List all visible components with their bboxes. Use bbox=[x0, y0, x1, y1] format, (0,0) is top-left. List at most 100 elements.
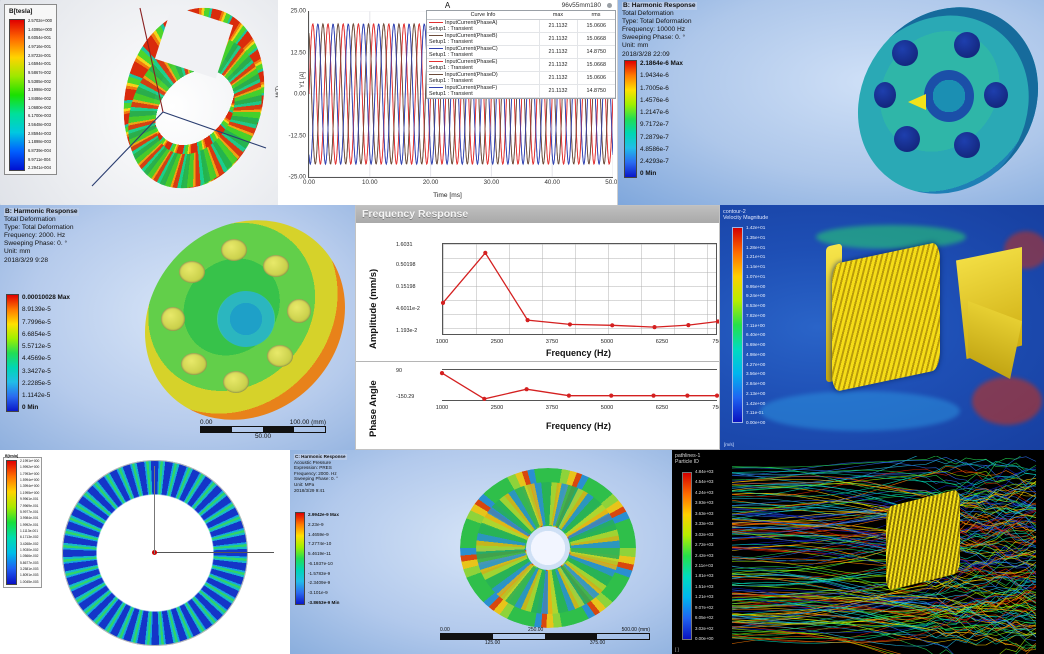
legend-title: B[tesla] bbox=[9, 8, 52, 15]
result-header: B: Harmonic Response Total Deformation T… bbox=[622, 2, 697, 59]
velocity-units: [m/s] bbox=[724, 442, 734, 447]
colorbar-value: 3.5648e-003 bbox=[28, 123, 52, 128]
data-point bbox=[483, 251, 487, 255]
colorbar-value: 9.24e+00 bbox=[746, 293, 765, 298]
deformation-legend: 0.00010028 Max 8.9139e-5 7.7996e-5 6.6854e-… bbox=[6, 294, 70, 412]
pathlines-variable: Particle ID bbox=[675, 459, 700, 465]
colorbar-value: 8.6054e-001 bbox=[28, 36, 52, 41]
colorbar-value: 1.3994e+000 bbox=[20, 485, 39, 489]
table-row: InputCurrent(PhaseD) Setup1 : Transient 21… bbox=[427, 72, 615, 85]
x-tick: 750 bbox=[712, 405, 720, 411]
rotor-deformation-3d-model bbox=[858, 8, 1038, 193]
amplitude-chart: Amplitude (mm/s) 10002500375050006250750… bbox=[356, 223, 719, 359]
colorbar-value: 5.8677e-003 bbox=[20, 562, 39, 566]
amplitude-y-label: Amplitude (mm/s) bbox=[368, 269, 379, 349]
curve-max-cell: 21.1132 bbox=[539, 72, 577, 85]
colorbar-value: 1.42e+00 bbox=[746, 401, 765, 406]
colorbar-value: 9.5867e-002 bbox=[28, 71, 52, 76]
curve-color-swatch bbox=[429, 48, 443, 49]
y-tick: 1.193e-2 bbox=[396, 328, 417, 334]
particle-id-colorbar bbox=[682, 472, 692, 640]
particle-id-colorbar-labels: 4.84e+03 4.54e+03 4.24e+03 3.93e+03 3.63e+03… bbox=[695, 470, 713, 642]
colorbar-value: 1.4095e+000 bbox=[28, 28, 52, 33]
colorbar-value: 2.2941e-004 bbox=[28, 166, 52, 171]
curve-color-swatch bbox=[429, 22, 443, 23]
colorbar-value: 1.21e+03 bbox=[695, 595, 713, 600]
flow-hotspot bbox=[972, 377, 1042, 425]
colorbar-value: 0.00e+00 bbox=[695, 637, 713, 642]
colorbar-value: 3.02e+02 bbox=[695, 627, 713, 632]
phase-y-label: Phase Angle bbox=[368, 380, 379, 437]
colorbar-value: 1.0680e-002 bbox=[28, 106, 52, 111]
x-tick: 2500 bbox=[491, 339, 503, 345]
colorbar-value: 2.1991e+000 bbox=[20, 460, 39, 464]
data-point bbox=[482, 397, 486, 401]
colorbar-value: 4.84e+03 bbox=[695, 470, 713, 475]
curve-name-cell: InputCurrent(PhaseA) Setup1 : Transient bbox=[427, 20, 539, 33]
colorbar-value: 2.23e-9 bbox=[308, 522, 339, 527]
curve-rms-cell: 15.0668 bbox=[577, 33, 615, 46]
curve-name-cell: InputCurrent(PhaseB) Setup1 : Transient bbox=[427, 33, 539, 46]
header-curve-info: Curve Info bbox=[427, 11, 539, 20]
table-row: InputCurrent(PhaseE) Setup1 : Transient 21… bbox=[427, 59, 615, 72]
colorbar-value: 7.82e+00 bbox=[746, 313, 765, 318]
colorbar-value: 9.95e+00 bbox=[746, 284, 765, 289]
rotor-hole bbox=[179, 261, 205, 283]
curve-setup: Setup1 : Transient bbox=[429, 26, 537, 32]
data-point bbox=[440, 371, 444, 375]
data-point bbox=[609, 394, 613, 398]
colorbar-value: 1.28e+01 bbox=[746, 245, 765, 250]
result-line-4: Unit: mm bbox=[4, 248, 79, 256]
data-point bbox=[526, 318, 530, 322]
maximize-icon[interactable] bbox=[607, 3, 612, 8]
colorbar-value: 3.33e+03 bbox=[695, 522, 713, 527]
colorbar-value: 7.9969e-001 bbox=[20, 505, 39, 509]
colorbar-value: 4.24e+03 bbox=[695, 491, 713, 496]
velocity-colorbar-labels: 1.42e+01 1.35e+01 1.28e+01 1.21e+01 1.14e+01… bbox=[746, 225, 765, 425]
colorbar-value: 4.8586e-7 bbox=[640, 146, 683, 154]
curve-name-cell: InputCurrent(PhaseF) Setup1 : Transient bbox=[427, 85, 539, 98]
curve-name-cell: InputCurrent(PhaseD) Setup1 : Transient bbox=[427, 72, 539, 85]
result-line-0: Total Deformation bbox=[622, 10, 697, 18]
colorbar-value: 2.1864e-6 Max bbox=[640, 60, 683, 68]
colorbar-value: -3.8653e-9 Min bbox=[308, 600, 339, 605]
acoustic-pressure-panel: C: Harmonic Response Acoustic Pressure E… bbox=[290, 450, 672, 654]
x-tick: 6250 bbox=[656, 339, 668, 345]
colorbar-value: 1.42e+01 bbox=[746, 225, 765, 230]
rotor-hub bbox=[924, 70, 974, 122]
scale-right-label: 500.00 (mm) bbox=[622, 627, 650, 633]
curve-name-cell: InputCurrent(PhaseE) Setup1 : Transient bbox=[427, 59, 539, 72]
colorbar bbox=[9, 19, 25, 171]
x-tick: 30.00 bbox=[484, 179, 499, 186]
colorbar-value: 5.4619e-11 bbox=[308, 551, 339, 556]
colorbar-value: -3.101e-9 bbox=[308, 590, 339, 595]
phase-plot-area bbox=[442, 369, 717, 401]
scale-right-label: 100.00 (mm) bbox=[290, 419, 326, 426]
curve-max-cell: 21.1132 bbox=[539, 20, 577, 33]
data-line bbox=[443, 253, 718, 327]
x-tick: 3750 bbox=[546, 405, 558, 411]
x-axis-label: Time [ms] bbox=[278, 192, 617, 199]
scale-bar-endpoints: 0.00 100.00 (mm) bbox=[200, 419, 326, 426]
curve-color-swatch bbox=[429, 61, 443, 62]
rotor-hole bbox=[894, 126, 920, 152]
rotor-deformation-3d-model bbox=[145, 221, 345, 419]
x-tick: 40.00 bbox=[544, 179, 559, 186]
legend-title: B[tesla] bbox=[5, 454, 18, 458]
curve-setup: Setup1 : Transient bbox=[429, 52, 537, 58]
colorbar-value: -6.1937e-10 bbox=[308, 561, 339, 566]
rotor-hole bbox=[267, 345, 293, 367]
colorbar-value: 1.35e+01 bbox=[746, 235, 765, 240]
table-row: InputCurrent(PhaseB) Setup1 : Transient 21… bbox=[427, 33, 615, 46]
rotor-hole bbox=[223, 371, 249, 393]
colorbar-value: 6.8739e-004 bbox=[28, 149, 52, 154]
colorbar-value: 6.05e+02 bbox=[695, 616, 713, 621]
curve-rms-cell: 15.0606 bbox=[577, 72, 615, 85]
data-point bbox=[685, 394, 689, 398]
table-row: InputCurrent(PhaseF) Setup1 : Transient 21… bbox=[427, 85, 615, 98]
colorbar-value: 1.1898e-003 bbox=[28, 140, 52, 145]
transient-current-chart-panel: A 96v55mm180 Y1 [A] 25.00 12.50 0.00 -12.50… bbox=[278, 0, 618, 205]
colorbar-value: 3.3427e-5 bbox=[22, 368, 70, 376]
rotor-hub bbox=[217, 291, 275, 347]
flux-legend: 2.1991e+000 1.9992e+000 1.7993e+000 1.5994e… bbox=[3, 457, 42, 588]
